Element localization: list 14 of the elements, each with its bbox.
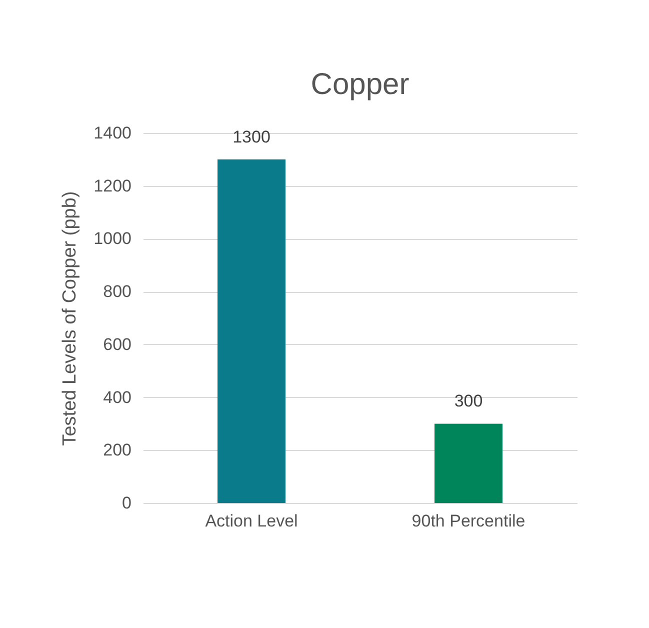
x-tick-label: 90th Percentile [412,512,526,530]
y-tick-label: 600 [103,334,132,354]
y-axis-title: Tested Levels of Copper (ppb) [60,191,81,446]
chart-title: Copper [310,68,410,101]
y-tick-label: 400 [103,388,132,407]
y-tick-label: 0 [122,494,132,512]
y-tick-label: 200 [103,440,132,460]
data-label: 300 [454,392,483,411]
y-tick-label: 1400 [94,124,132,142]
y-tick-label: 1000 [94,229,132,248]
data-label: 1300 [232,127,270,146]
x-tick-label: Action Level [205,512,298,530]
y-tick-label: 800 [103,282,132,302]
y-tick-label: 1200 [94,176,132,196]
